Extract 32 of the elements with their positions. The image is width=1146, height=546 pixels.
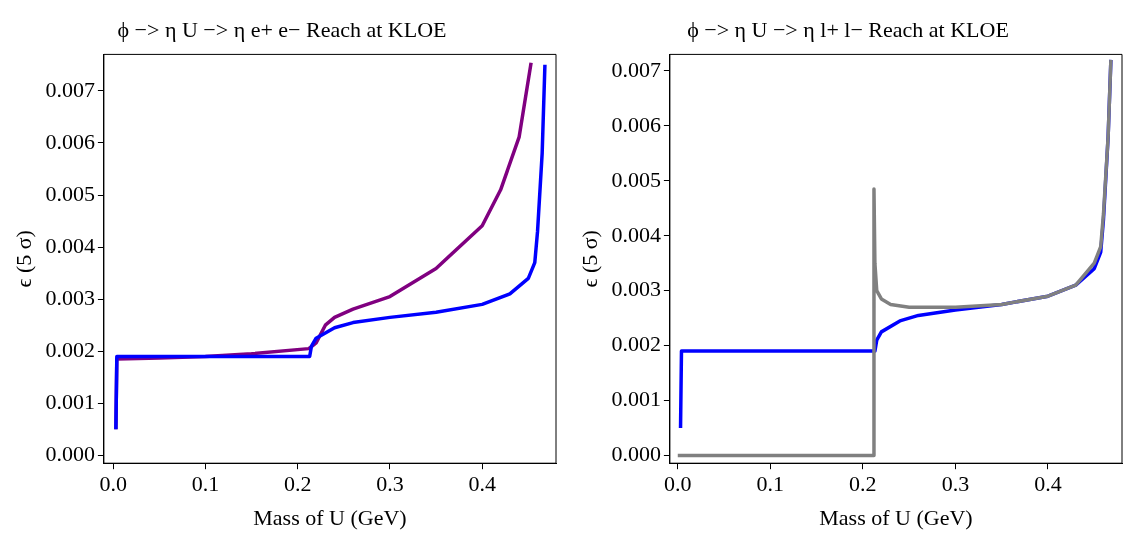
y-axis-title: ϵ (5 σ) bbox=[576, 230, 602, 288]
chart-title: ϕ −> η U −> η l+ l− Reach at KLOE bbox=[687, 16, 1009, 42]
chart-title: ϕ −> η U −> η e+ e− Reach at KLOE bbox=[117, 16, 447, 42]
y-tick-label: 0.000 bbox=[611, 441, 661, 467]
y-tick-label: 0.005 bbox=[45, 180, 95, 206]
y-axis-title: ϵ (5 σ) bbox=[10, 230, 36, 288]
y-tick-label: 0.006 bbox=[45, 128, 95, 154]
x-tick-label: 0.2 bbox=[283, 471, 312, 497]
x-tick-label: 0.3 bbox=[941, 471, 970, 497]
y-tick-label: 0.000 bbox=[45, 441, 95, 467]
y-tick-label: 0.002 bbox=[45, 337, 95, 363]
x-tick-label: 0.1 bbox=[191, 471, 220, 497]
x-tick-label: 0.1 bbox=[756, 471, 785, 497]
y-tick-label: 0.002 bbox=[611, 331, 661, 357]
x-axis-title: Mass of U (GeV) bbox=[819, 504, 973, 530]
y-tick-label: 0.001 bbox=[45, 389, 95, 415]
x-tick-label: 0.0 bbox=[99, 471, 127, 497]
x-tick-label: 0.0 bbox=[664, 471, 692, 497]
y-tick-label: 0.007 bbox=[45, 76, 95, 102]
y-tick-label: 0.001 bbox=[611, 386, 661, 412]
y-tick-label: 0.004 bbox=[45, 232, 95, 258]
x-tick-label: 0.3 bbox=[376, 471, 404, 497]
y-tick-label: 0.007 bbox=[611, 56, 661, 82]
y-tick-label: 0.003 bbox=[45, 284, 95, 310]
x-tick-label: 0.2 bbox=[849, 471, 877, 497]
y-tick-label: 0.005 bbox=[611, 166, 661, 192]
x-axis-title: Mass of U (GeV) bbox=[253, 504, 407, 530]
y-tick-label: 0.004 bbox=[611, 221, 661, 247]
y-tick-label: 0.003 bbox=[611, 276, 661, 302]
x-tick-label: 0.4 bbox=[468, 471, 496, 497]
y-tick-label: 0.006 bbox=[611, 111, 661, 137]
x-tick-label: 0.4 bbox=[1034, 471, 1062, 497]
